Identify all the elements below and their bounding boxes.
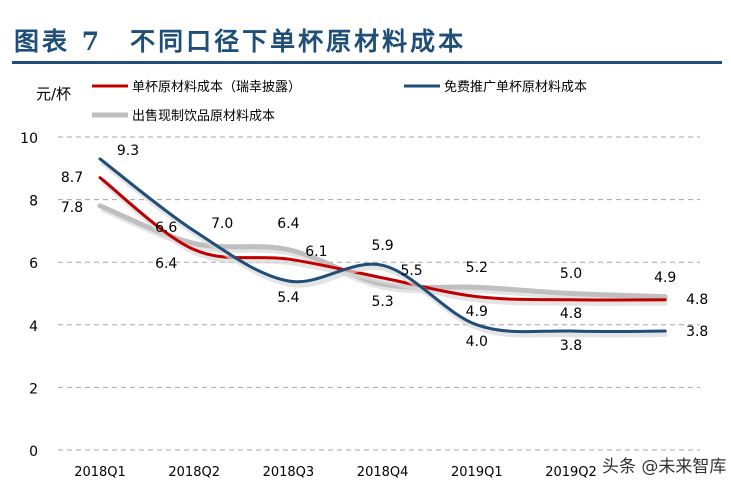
page-title: 图表 7 不同口径下单杯原材料成本 [14, 27, 467, 56]
data-label: 5.0 [560, 266, 582, 282]
data-label: 6.4 [277, 216, 299, 232]
data-label: 6.1 [305, 244, 327, 260]
data-label: 9.3 [117, 143, 139, 159]
x-tick-label: 2018Q1 [74, 465, 126, 480]
data-label: 4.9 [466, 304, 488, 320]
data-label: 5.5 [400, 263, 422, 279]
y-axis-label: 元/杯 [36, 85, 71, 103]
y-tick-label: 10 [20, 131, 38, 147]
data-label: 5.2 [466, 260, 488, 276]
series-line [97, 203, 668, 300]
y-tick-label: 6 [29, 256, 38, 272]
data-label: 5.3 [371, 294, 393, 310]
data-label: 4.8 [560, 306, 582, 322]
x-tick-label: 2018Q2 [168, 465, 220, 480]
data-label: 4.9 [654, 270, 676, 286]
x-tick-label: 2018Q3 [263, 465, 315, 480]
data-label: 7.0 [211, 216, 233, 232]
data-label: 4.0 [466, 334, 488, 350]
data-label: 7.8 [61, 200, 83, 216]
data-label: 8.7 [61, 170, 83, 186]
series-line [98, 176, 667, 302]
y-tick-label: 8 [29, 194, 38, 210]
y-tick-label: 0 [29, 444, 38, 460]
data-label: 6.4 [155, 256, 177, 272]
watermark: 头条 @未来智库 [602, 457, 726, 477]
legend-label: 单杯原材料成本（瑞幸披露） [132, 80, 301, 95]
x-tick-label: 2018Q4 [357, 465, 409, 480]
data-label: 5.4 [277, 290, 299, 306]
y-tick-label: 4 [29, 319, 38, 335]
legend-label: 出售现制饮品原材料成本 [132, 108, 275, 124]
data-label: 4.8 [686, 292, 708, 308]
data-label: 3.8 [560, 338, 582, 354]
series-shadow [100, 206, 668, 303]
x-tick-label: 2019Q2 [545, 465, 597, 480]
series-line [98, 157, 667, 334]
data-label: 5.9 [371, 238, 393, 254]
data-label: 3.8 [686, 324, 708, 340]
y-tick-label: 2 [29, 381, 38, 397]
legend-label: 免费推广单杯原材料成本 [444, 80, 587, 95]
x-tick-label: 2019Q1 [451, 465, 503, 480]
data-label: 6.6 [155, 220, 177, 236]
series-shadow [100, 178, 668, 306]
title-rule [12, 61, 722, 64]
